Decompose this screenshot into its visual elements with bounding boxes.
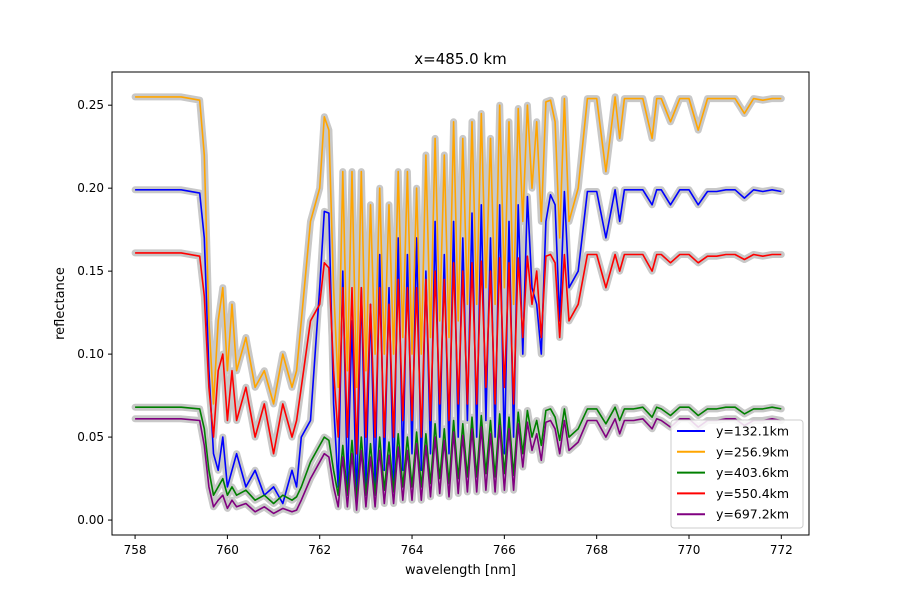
x-tick-label: 766: [493, 543, 516, 557]
y-axis-label: reflectance: [53, 267, 68, 340]
y-tick-label: 0.20: [77, 181, 104, 195]
y-axis-ticks: 0.00 0.05 0.10 0.15 0.20 0.25: [77, 98, 112, 527]
x-axis-ticks: 758 760 762 764 766 768 770 772: [124, 535, 793, 557]
y-tick-label: 0.05: [77, 430, 104, 444]
legend-label-y-256-9km: y=256.9km: [716, 444, 789, 459]
y-tick-label: 0.10: [77, 347, 104, 361]
x-tick-label: 760: [216, 543, 239, 557]
legend-box: [670, 419, 804, 529]
legend-label-y-403-6km: y=403.6km: [716, 465, 789, 480]
x-axis-label: wavelength [nm]: [405, 563, 516, 578]
y-tick-label: 0.15: [77, 264, 104, 278]
x-tick-label: 772: [770, 543, 793, 557]
series-lines: [135, 96, 782, 515]
x-tick-label: 762: [308, 543, 331, 557]
legend-label-y-132-1km: y=132.1km: [716, 424, 789, 439]
x-tick-label: 768: [585, 543, 608, 557]
series-line-y-256-9km: [135, 96, 782, 405]
legend: y=132.1km y=256.9km y=403.6km y=550.4km y=69…: [670, 419, 804, 529]
x-tick-label: 758: [124, 543, 147, 557]
plot-frame: [111, 71, 810, 536]
y-tick-label: 0.25: [77, 98, 104, 112]
series-line-y-550-4km: [135, 252, 782, 455]
series-line-y-403-6km: [135, 406, 782, 505]
legend-label-y-550-4km: y=550.4km: [716, 486, 789, 501]
x-tick-label: 764: [401, 543, 424, 557]
x-tick-label: 770: [678, 543, 701, 557]
legend-label-y-697-2km: y=697.2km: [716, 507, 789, 522]
y-tick-label: 0.00: [77, 513, 104, 527]
chart-title: x=485.0 km: [414, 50, 506, 68]
series-line-y-697-2km: [135, 417, 782, 515]
